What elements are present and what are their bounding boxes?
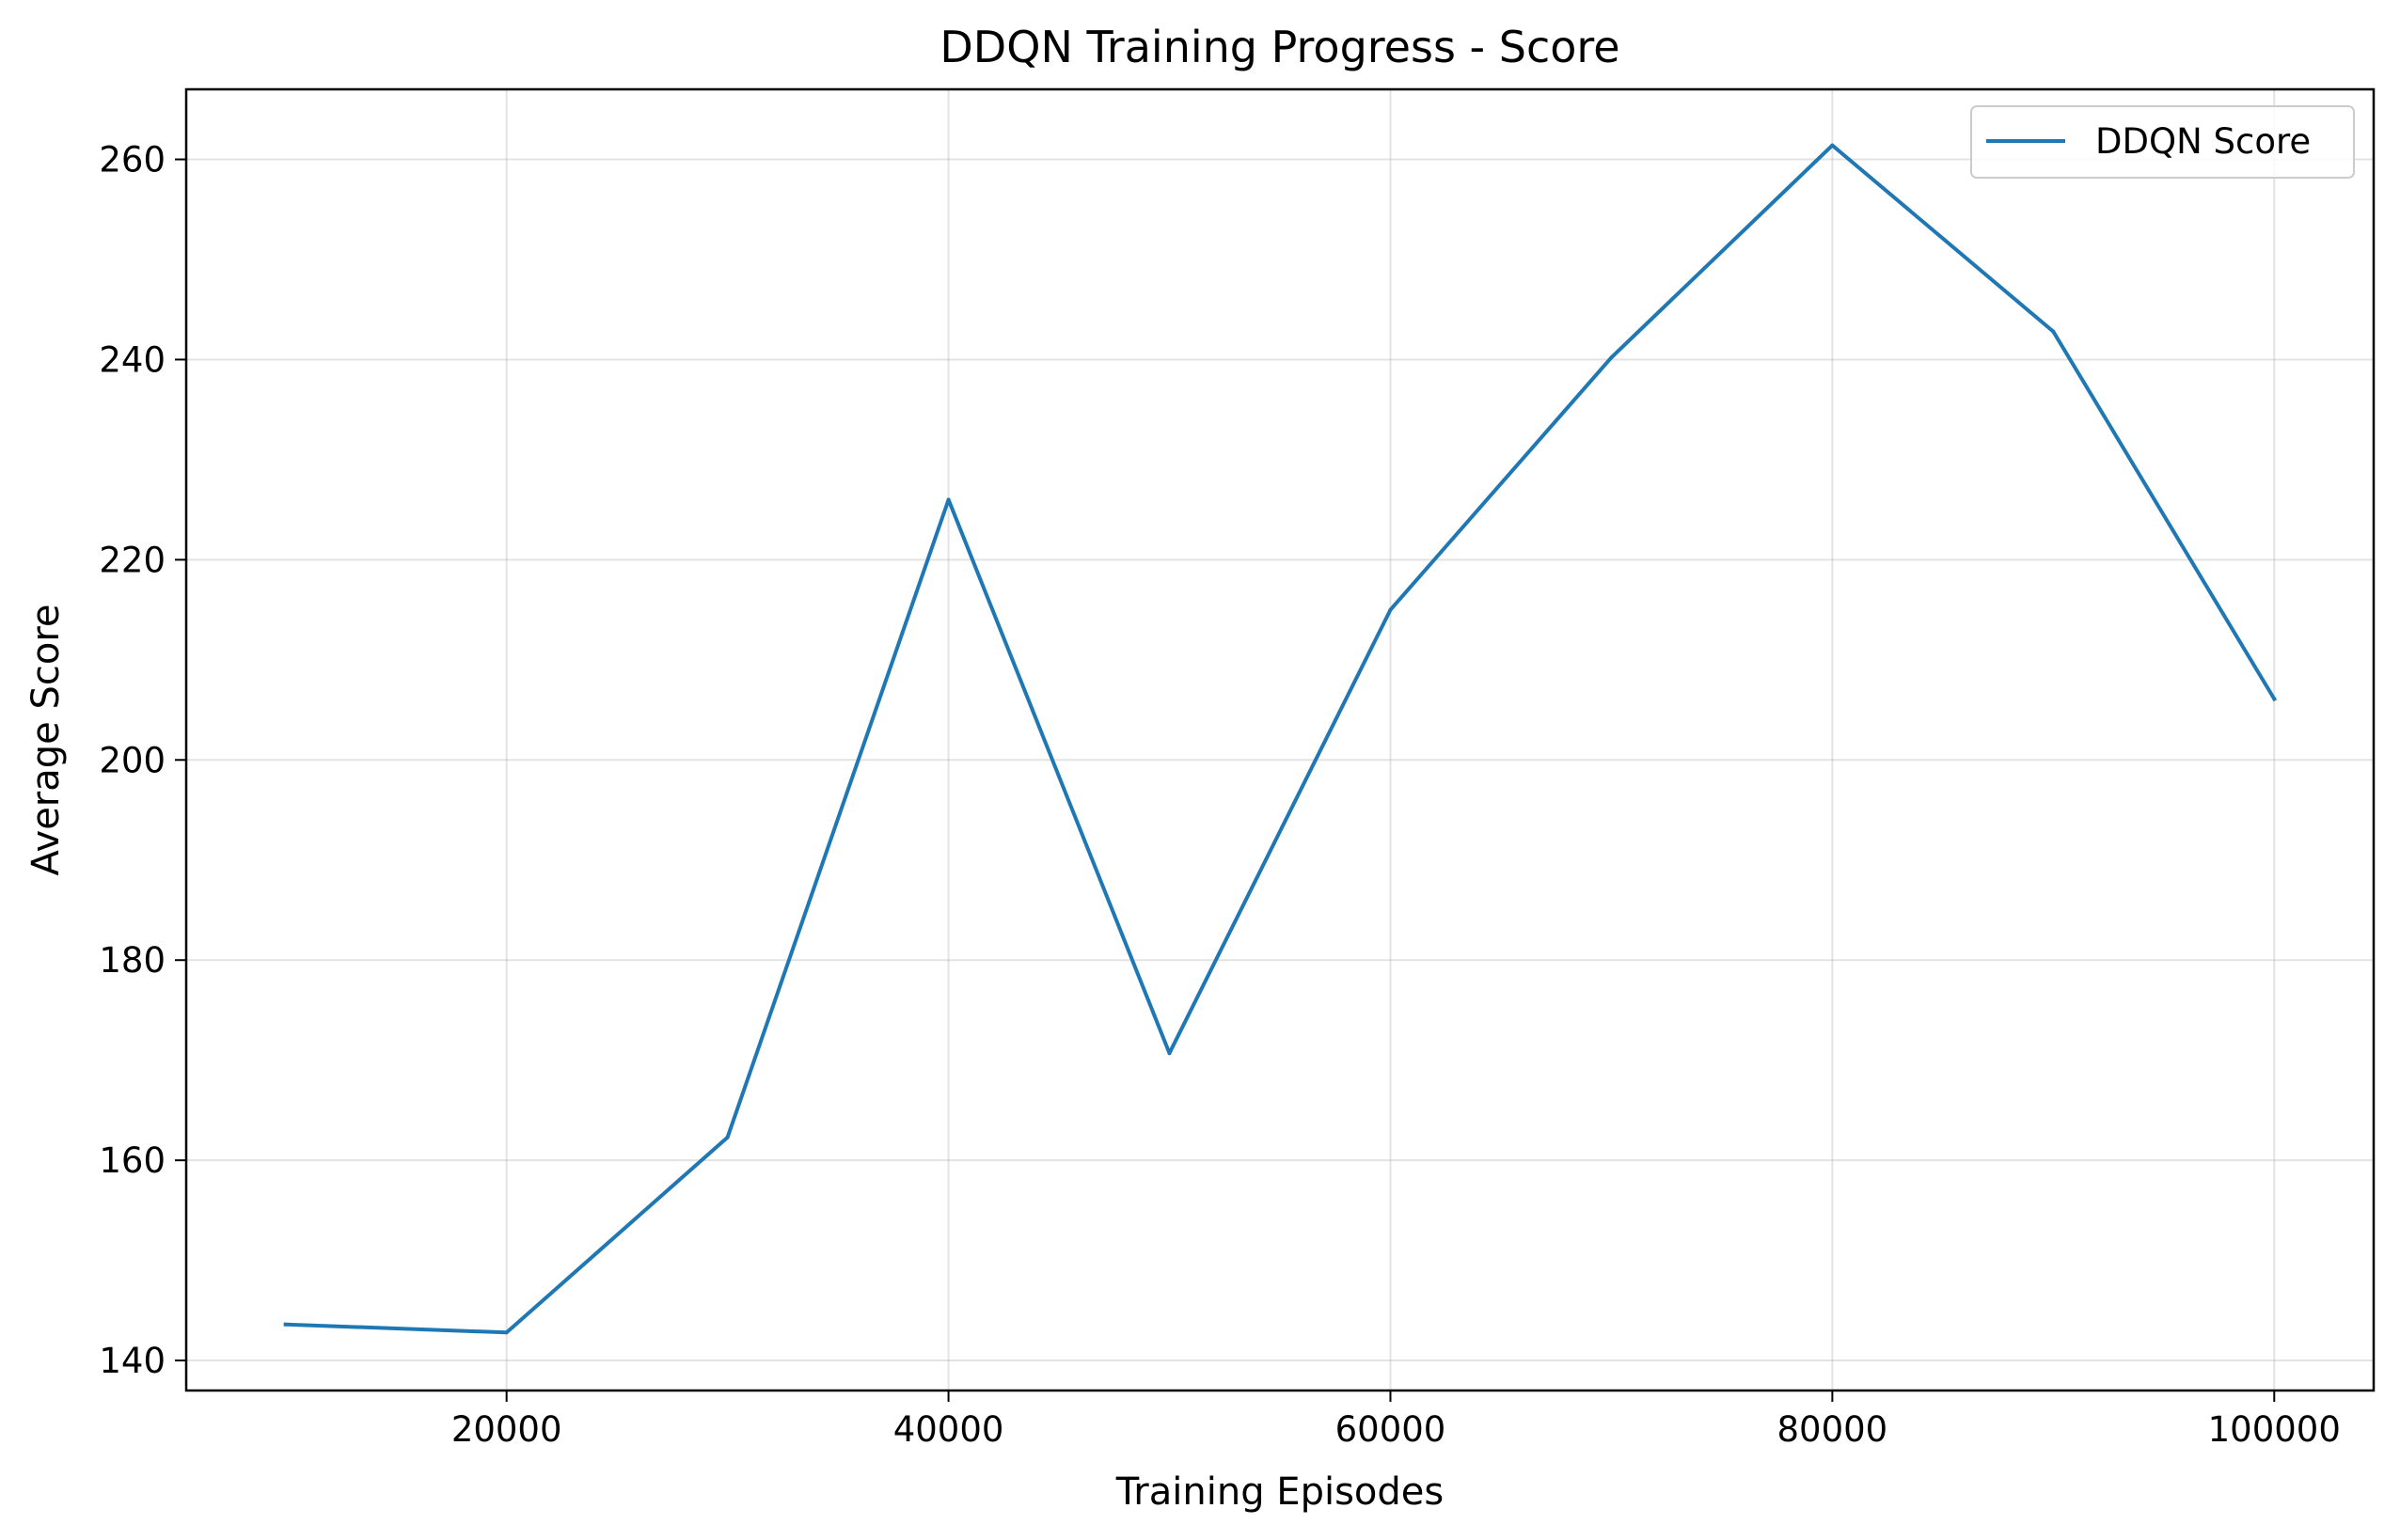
x-tick-label: 100000 xyxy=(2208,1409,2341,1450)
data-point xyxy=(1830,143,1835,148)
x-axis-label: Training Episodes xyxy=(1115,1470,1444,1514)
x-tick-label: 60000 xyxy=(1335,1409,1446,1450)
y-tick-label: 220 xyxy=(99,540,166,580)
legend-box xyxy=(1970,105,2355,179)
axis-ticks: 20000 40000 60000 80000 100000 140 160 180 200 22… xyxy=(99,140,2341,1450)
data-point xyxy=(1388,607,1393,612)
x-tick-label: 80000 xyxy=(1777,1409,1888,1450)
data-point xyxy=(2272,697,2277,701)
data-point xyxy=(283,1322,288,1327)
data-point xyxy=(1167,1051,1172,1056)
data-point xyxy=(2051,329,2056,334)
x-tick-label: 20000 xyxy=(451,1409,562,1450)
y-axis-label: Average Score xyxy=(24,604,68,875)
legend: DDQN Score xyxy=(1970,105,2355,179)
y-tick-label: 200 xyxy=(99,740,166,780)
data-point xyxy=(1609,355,1614,360)
grid xyxy=(186,89,2374,1391)
series-line-ddqn-score xyxy=(283,143,2278,1335)
y-tick-label: 240 xyxy=(99,339,166,380)
series-layer xyxy=(283,143,2278,1335)
plot-frame xyxy=(184,87,2376,1392)
data-point xyxy=(504,1330,509,1335)
y-tick-label: 140 xyxy=(99,1341,166,1381)
x-tick-label: 40000 xyxy=(893,1409,1004,1450)
data-point xyxy=(725,1135,730,1139)
y-tick-label: 160 xyxy=(99,1140,166,1181)
y-tick-label: 260 xyxy=(99,140,166,181)
y-tick-label: 180 xyxy=(99,940,166,981)
chart-title: DDQN Training Progress - Score xyxy=(939,22,1619,72)
data-point xyxy=(946,497,951,502)
legend-label: DDQN Score xyxy=(2095,121,2311,162)
